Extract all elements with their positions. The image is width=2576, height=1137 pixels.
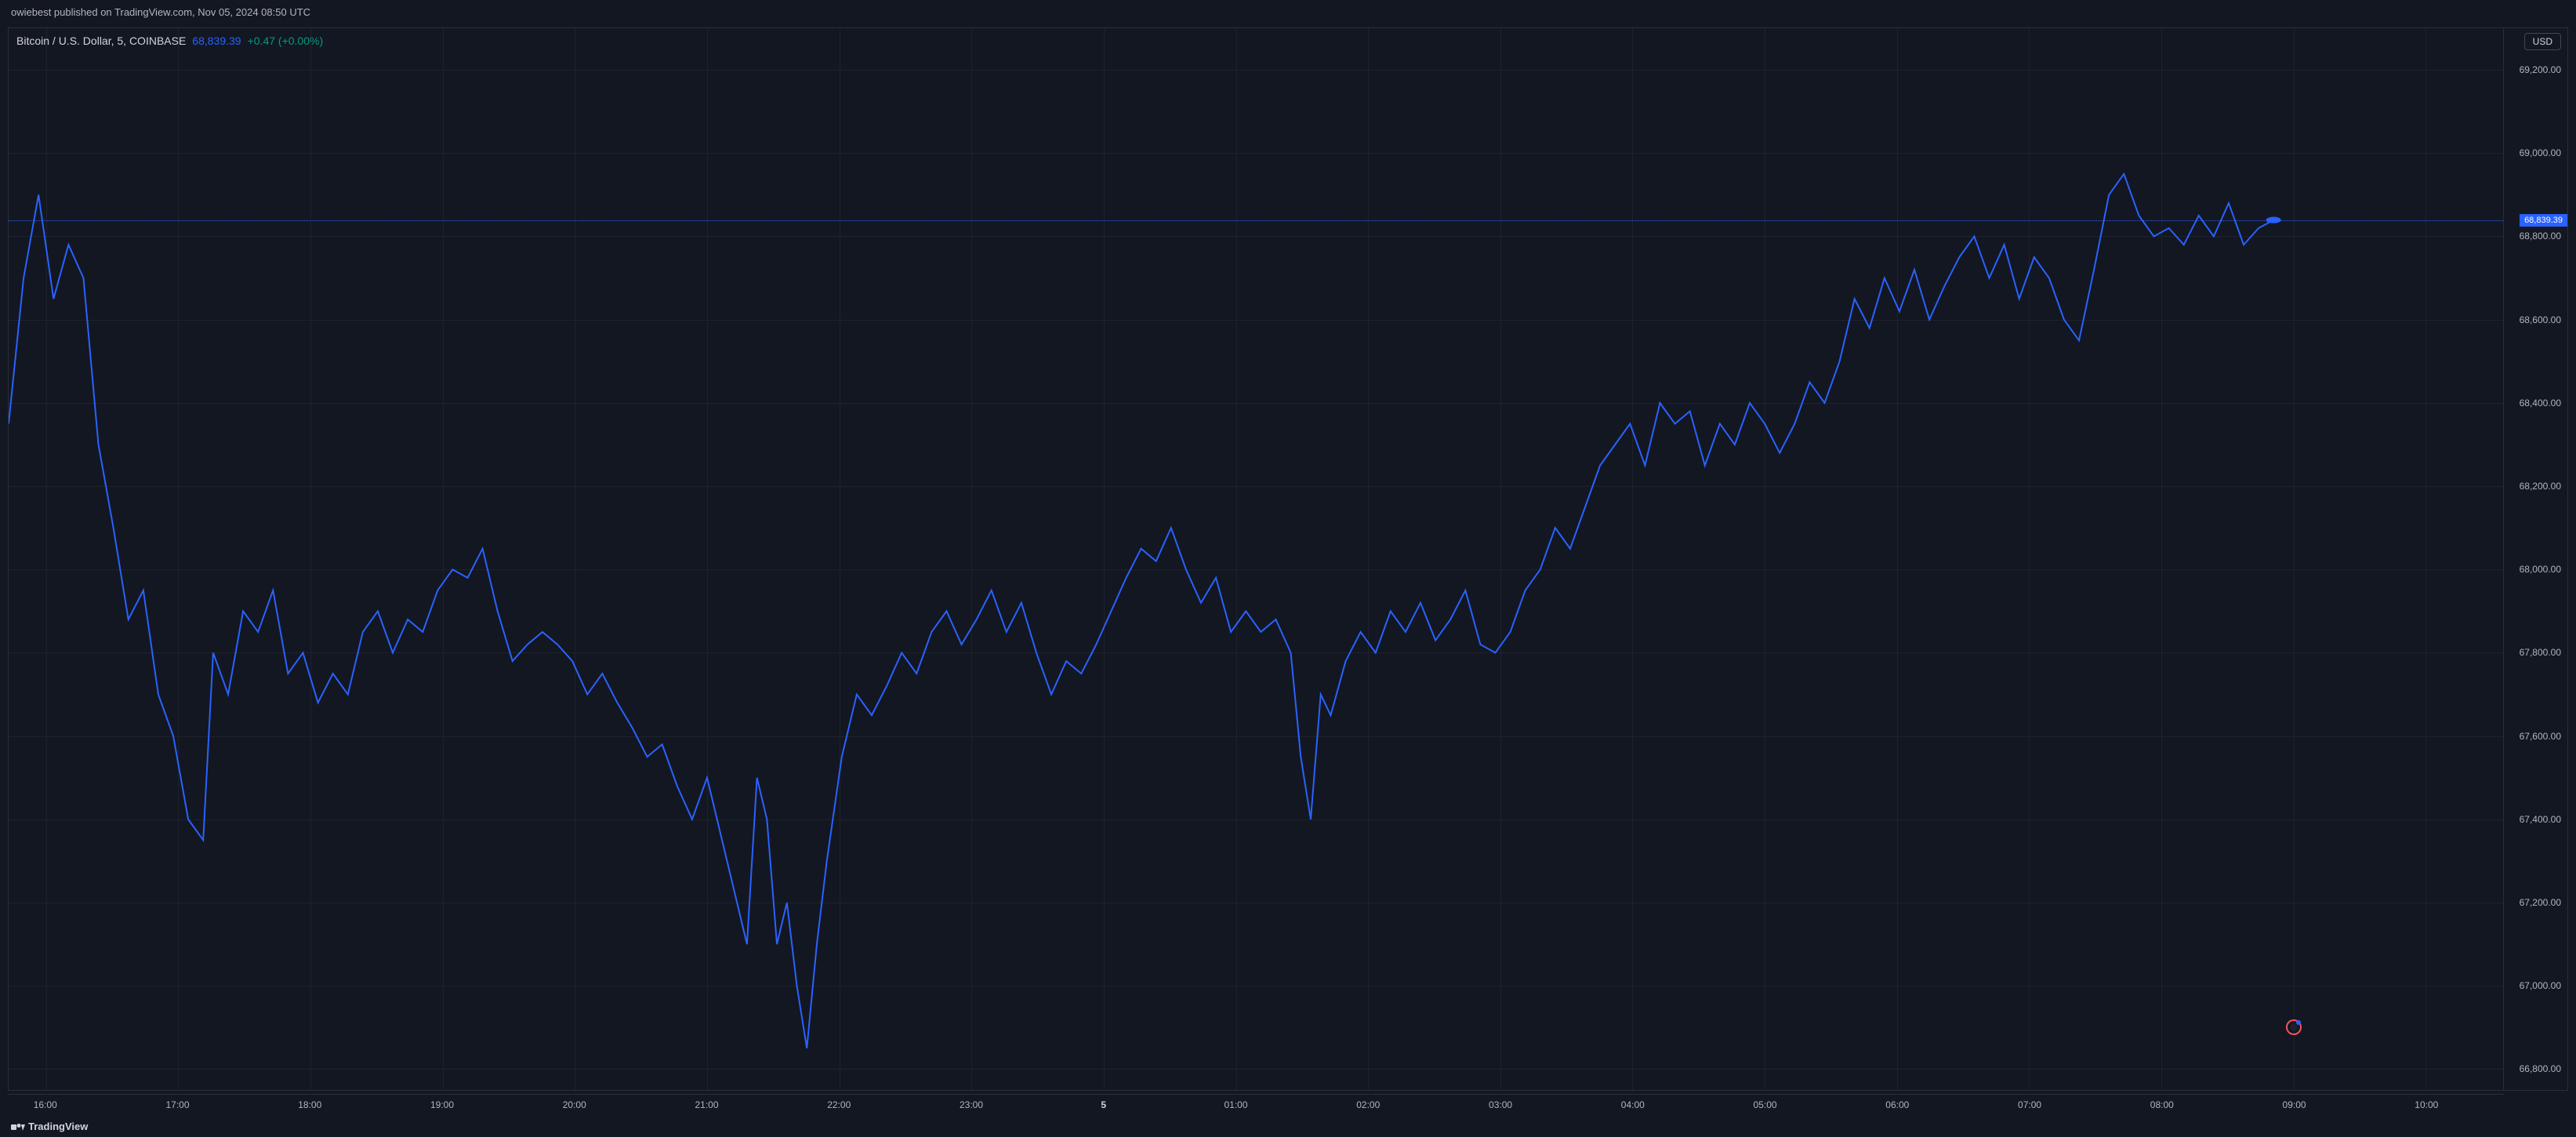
y-tick: 68,600.00 xyxy=(2520,314,2561,325)
publish-info: owiebest published on TradingView.com, N… xyxy=(0,0,2576,24)
x-tick: 10:00 xyxy=(2415,1099,2438,1110)
y-tick: 69,200.00 xyxy=(2520,64,2561,75)
y-tick: 68,000.00 xyxy=(2520,564,2561,575)
footer: TradingView xyxy=(0,1116,2576,1137)
footer-brand-text: TradingView xyxy=(28,1121,88,1132)
x-tick: 19:00 xyxy=(430,1099,454,1110)
x-tick: 23:00 xyxy=(960,1099,983,1110)
price-line-chart xyxy=(9,28,2503,1090)
y-axis-unit-button[interactable]: USD xyxy=(2524,33,2561,50)
y-tick: 66,800.00 xyxy=(2520,1063,2561,1074)
chart-legend: Bitcoin / U.S. Dollar, 5, COINBASE 68,83… xyxy=(16,35,323,47)
x-tick: 03:00 xyxy=(1489,1099,1512,1110)
x-tick: 05:00 xyxy=(1754,1099,1777,1110)
y-tick: 67,400.00 xyxy=(2520,814,2561,825)
y-tick: 67,000.00 xyxy=(2520,980,2561,991)
legend-change: +0.47 (+0.00%) xyxy=(248,35,324,47)
chart-area: Bitcoin / U.S. Dollar, 5, COINBASE 68,83… xyxy=(8,27,2568,1091)
tradingview-glyph-icon xyxy=(11,1122,25,1132)
x-axis[interactable]: 16:00 17:00 18:00 19:00 20:00 21:00 22:00 23:00… xyxy=(8,1094,2504,1116)
x-tick: 20:00 xyxy=(563,1099,586,1110)
x-tick: 18:00 xyxy=(298,1099,321,1110)
y-tick: 69,000.00 xyxy=(2520,147,2561,158)
x-tick: 04:00 xyxy=(1621,1099,1645,1110)
y-tick: 67,800.00 xyxy=(2520,647,2561,658)
x-tick: 08:00 xyxy=(2150,1099,2174,1110)
x-tick: 07:00 xyxy=(2018,1099,2041,1110)
main-chart[interactable]: Bitcoin / U.S. Dollar, 5, COINBASE 68,83… xyxy=(9,28,2503,1090)
x-tick: 22:00 xyxy=(827,1099,851,1110)
tradingview-logo[interactable]: TradingView xyxy=(11,1121,88,1132)
legend-price: 68,839.39 xyxy=(192,35,241,47)
y-tick: 68,800.00 xyxy=(2520,231,2561,242)
x-tick: 06:00 xyxy=(1885,1099,1909,1110)
x-tick: 16:00 xyxy=(34,1099,57,1110)
x-tick: 01:00 xyxy=(1225,1099,1248,1110)
x-tick: 17:00 xyxy=(165,1099,189,1110)
snapshot-icon[interactable] xyxy=(2286,1019,2302,1035)
y-axis[interactable]: USD 69,200.00 69,000.00 68,800.00 68,600.00… xyxy=(2503,28,2567,1090)
x-tick: 09:00 xyxy=(2283,1099,2306,1110)
y-tick: 68,200.00 xyxy=(2520,481,2561,492)
price-path xyxy=(9,174,2273,1048)
x-tick: 02:00 xyxy=(1356,1099,1380,1110)
price-end-dot xyxy=(2266,217,2281,223)
y-tick: 68,400.00 xyxy=(2520,398,2561,409)
y-tick: 67,200.00 xyxy=(2520,897,2561,908)
publish-text: owiebest published on TradingView.com, N… xyxy=(11,6,310,18)
current-price-marker: 68,839.39 xyxy=(2520,214,2567,227)
legend-symbol[interactable]: Bitcoin / U.S. Dollar, 5, COINBASE xyxy=(16,35,186,47)
y-tick: 67,600.00 xyxy=(2520,731,2561,742)
app-container: owiebest published on TradingView.com, N… xyxy=(0,0,2576,1137)
x-tick: 21:00 xyxy=(695,1099,719,1110)
x-tick: 5 xyxy=(1101,1099,1106,1110)
